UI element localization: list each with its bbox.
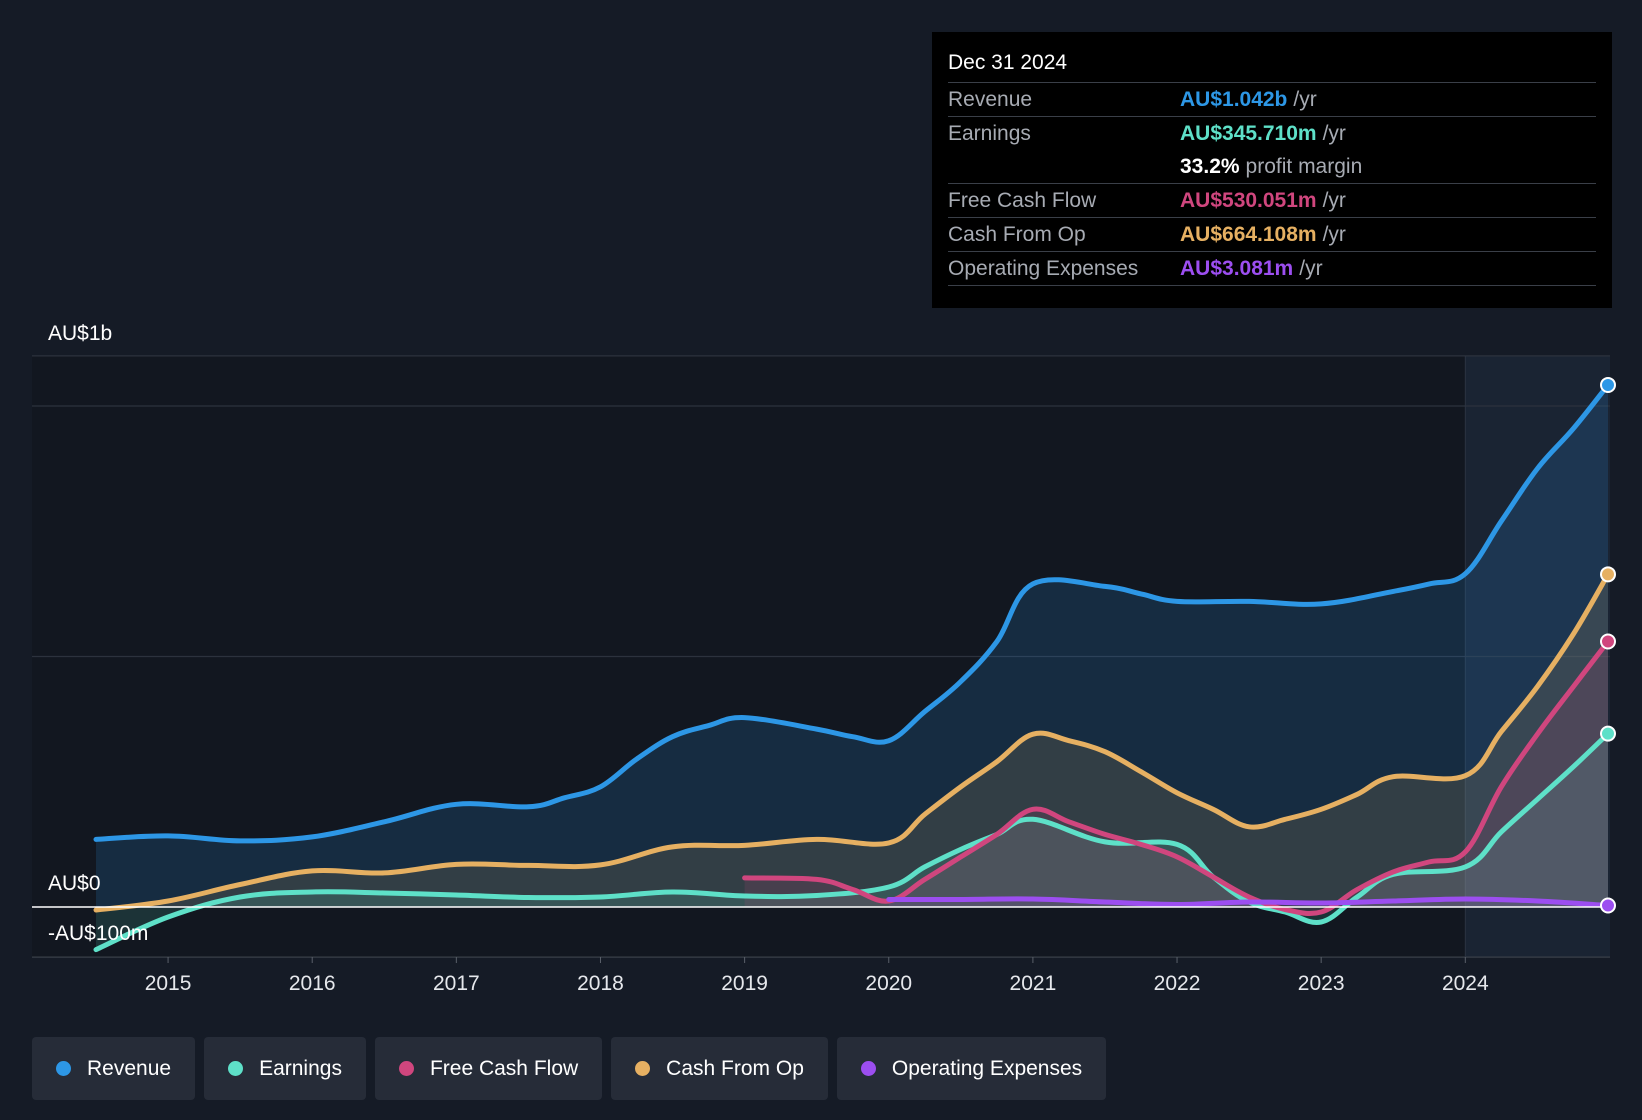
end-marker-free-cash-flow xyxy=(1600,633,1616,650)
legend-item-revenue[interactable]: Revenue xyxy=(32,1037,196,1100)
legend-label: Revenue xyxy=(87,1056,172,1080)
tooltip-label: Cash From Op xyxy=(948,222,1086,246)
tooltip-panel: Dec 31 2024 Revenue AU$1.042b /yr Earnin… xyxy=(932,32,1612,308)
tooltip-value: 33.2% xyxy=(1180,154,1240,178)
series-end-markers xyxy=(1600,376,1616,914)
tooltip-unit: /yr xyxy=(1322,222,1346,246)
line-free-cash-flow xyxy=(742,639,1611,917)
x-tick-label: 2024 xyxy=(1442,972,1489,995)
legend-item-earnings[interactable]: Earnings xyxy=(204,1037,366,1100)
area-cash-from-op xyxy=(96,574,1608,910)
x-tick-label: 2022 xyxy=(1154,972,1201,995)
tooltip-value: AU$345.710m xyxy=(1180,121,1317,145)
legend-item-operating-expenses[interactable]: Operating Expenses xyxy=(836,1037,1107,1100)
legend-label: Earnings xyxy=(259,1056,342,1080)
tooltip-unit: profit margin xyxy=(1245,154,1363,178)
line-revenue xyxy=(93,382,1611,844)
tooltip-row-earnings: Earnings AU$345.710m /yr xyxy=(948,117,1596,150)
x-tick-label: 2016 xyxy=(289,972,336,995)
x-tick-label: 2015 xyxy=(145,972,192,995)
x-tick-label: 2021 xyxy=(1010,972,1057,995)
legend-label: Free Cash Flow xyxy=(429,1056,579,1080)
tooltip-unit: /yr xyxy=(1293,87,1317,111)
legend-dot-icon xyxy=(860,1061,876,1076)
tooltip-row-free-cash-flow: Free Cash Flow AU$530.051m /yr xyxy=(948,184,1596,218)
x-tick-label: 2020 xyxy=(865,972,912,995)
legend-label: Operating Expenses xyxy=(891,1056,1083,1080)
tooltip-label: Free Cash Flow xyxy=(948,188,1097,212)
end-marker-revenue xyxy=(1600,376,1616,393)
tooltip-value: AU$1.042b xyxy=(1180,87,1288,111)
x-tick-label: 2019 xyxy=(721,972,768,995)
x-axis-ticks: 2015 2016 2017 2018 2019 2020 2021 2022 2023 2024 xyxy=(145,957,1489,995)
gridlines xyxy=(32,355,1610,958)
y-label-top: AU$1b xyxy=(48,322,112,345)
x-tick-label: 2023 xyxy=(1298,972,1345,995)
y-label-bottom: -AU$100m xyxy=(48,922,148,945)
area-earnings xyxy=(96,733,1608,950)
legend-dot-icon xyxy=(56,1061,71,1076)
line-cash-from-op xyxy=(93,571,1611,913)
tooltip-value: AU$530.051m xyxy=(1180,188,1317,212)
tooltip-label: Operating Expenses xyxy=(948,256,1139,280)
tooltip-unit: /yr xyxy=(1322,188,1346,212)
end-marker-cash-from-op xyxy=(1600,566,1616,583)
legend-item-free-cash-flow[interactable]: Free Cash Flow xyxy=(374,1037,603,1100)
tooltip-date: Dec 31 2024 xyxy=(948,48,1596,83)
end-marker-operating-expenses xyxy=(1600,897,1616,914)
tooltip-unit: /yr xyxy=(1322,121,1346,145)
legend-label: Cash From Op xyxy=(666,1056,804,1080)
tooltip-value: AU$3.081m xyxy=(1180,256,1294,280)
end-marker-earnings xyxy=(1600,725,1616,742)
tooltip-value: AU$664.108m xyxy=(1180,222,1317,246)
y-label-zero: AU$0 xyxy=(48,872,101,895)
tooltip-row-revenue: Revenue AU$1.042b /yr xyxy=(948,83,1596,117)
line-earnings xyxy=(93,731,1611,953)
legend-dot-icon xyxy=(635,1061,651,1076)
x-tick-label: 2018 xyxy=(577,972,624,995)
line-operating-expenses xyxy=(886,896,1611,908)
tooltip-row-profit-margin: 33.2% profit margin xyxy=(948,150,1596,184)
legend-dot-icon xyxy=(398,1061,414,1076)
legend-dot-icon xyxy=(228,1061,244,1076)
tooltip-label: Earnings xyxy=(948,121,1031,145)
tooltip-row-cash-from-op: Cash From Op AU$664.108m /yr xyxy=(948,218,1596,252)
x-tick-label: 2017 xyxy=(433,972,480,995)
series-lines xyxy=(93,382,1611,953)
legend-item-cash-from-op[interactable]: Cash From Op xyxy=(611,1037,828,1100)
area-revenue xyxy=(96,385,1608,907)
tooltip-unit: /yr xyxy=(1299,256,1323,280)
tooltip-label: Revenue xyxy=(948,87,1033,111)
legend: Revenue Earnings Free Cash Flow Cash Fro… xyxy=(32,1037,1107,1100)
tooltip-row-operating-expenses: Operating Expenses AU$3.081m /yr xyxy=(948,252,1596,286)
